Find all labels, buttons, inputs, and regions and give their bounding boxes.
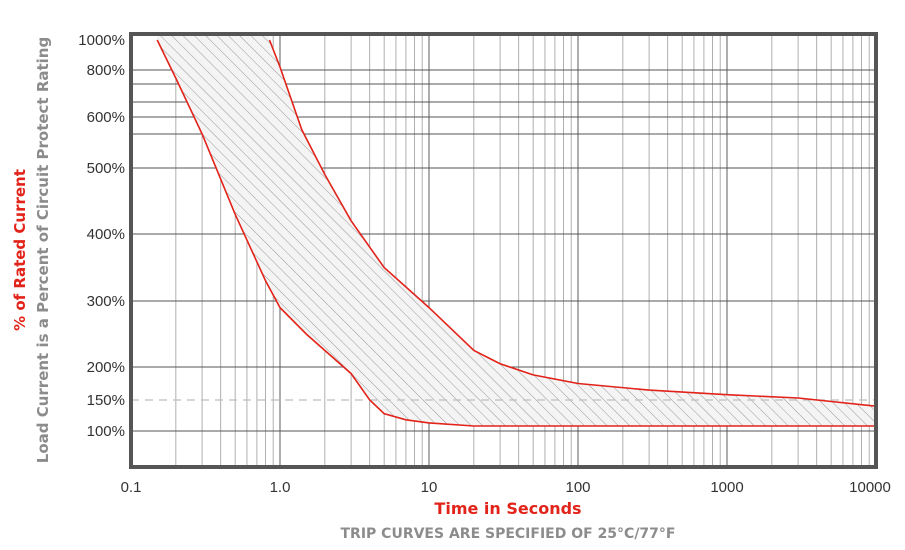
upper-trip-curve bbox=[268, 39, 876, 407]
y-tick-label: 100% bbox=[87, 423, 125, 440]
x-tick-label: 10000 bbox=[849, 479, 891, 496]
chart-subtitle: TRIP CURVES ARE SPECIFIED OF 25°C/77°F bbox=[341, 526, 676, 542]
y-tick-label: 600% bbox=[87, 109, 125, 126]
y-tick-label: 800% bbox=[87, 62, 125, 79]
hatched-band bbox=[157, 34, 876, 426]
x-tick-labels: 0.1 1.0 10 100 1000 10000 bbox=[121, 479, 891, 496]
y-tick-label: 200% bbox=[87, 359, 125, 376]
x-tick-label: 10 bbox=[421, 479, 438, 496]
y-tick-labels: 1000% 800% 600% 500% 400% 300% 200% 150% 100% bbox=[78, 32, 125, 440]
trip-curves bbox=[156, 39, 876, 427]
y-axis-label-secondary: Load Current is a Percent of Circuit Pro… bbox=[34, 37, 52, 463]
trip-band bbox=[157, 34, 876, 426]
x-tick-label: 1.0 bbox=[270, 479, 291, 496]
x-tick-label: 0.1 bbox=[121, 479, 142, 496]
x-axis-label: Time in Seconds bbox=[434, 499, 581, 518]
y-tick-label: 300% bbox=[87, 293, 125, 310]
y-tick-label: 1000% bbox=[78, 32, 125, 49]
plot-frame bbox=[129, 32, 878, 469]
x-tick-label: 1000 bbox=[710, 479, 743, 496]
y-axis-label-primary: % of Rated Current bbox=[11, 169, 29, 331]
lower-trip-curve bbox=[156, 39, 876, 427]
y-tick-label: 400% bbox=[87, 226, 125, 243]
y-tick-label: 500% bbox=[87, 160, 125, 177]
x-tick-label: 100 bbox=[565, 479, 590, 496]
y-tick-label: 150% bbox=[87, 392, 125, 409]
